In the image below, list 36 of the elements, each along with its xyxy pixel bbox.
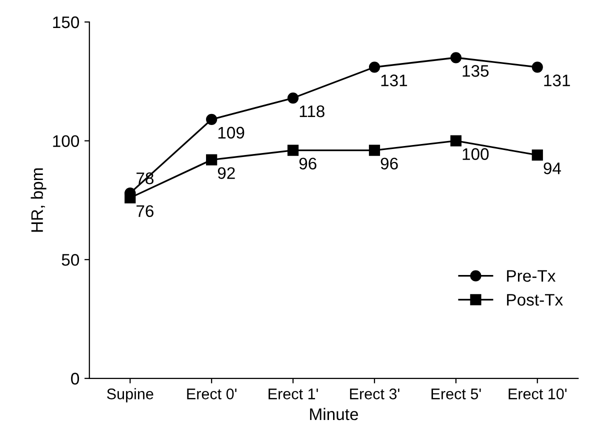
point [532, 62, 543, 73]
point [287, 92, 299, 104]
point [124, 192, 136, 204]
legend-label: Pre-Tx [507, 270, 556, 282]
data-label: 118 [300, 105, 324, 118]
data-label: 96 [380, 158, 398, 170]
point [450, 52, 462, 64]
x-tick-label: Supine [107, 388, 154, 402]
x-axis-title: Minute [310, 408, 358, 420]
data-label: 131 [544, 74, 570, 86]
y-axis-title: HR, bpm [30, 168, 46, 232]
point [450, 135, 462, 146]
data-label: 131 [381, 74, 408, 86]
data-label: 76 [136, 205, 154, 218]
x-tick-label: Erect 0' [187, 388, 236, 400]
x-tick-label: Erect 5' [432, 388, 481, 400]
data-label: 96 [299, 158, 316, 170]
x-tick-label: Erect 10' [508, 388, 567, 400]
point [532, 150, 543, 161]
x-tick-label: Erect 1' [268, 388, 318, 400]
y-tick-label: 0 [71, 372, 80, 385]
point [368, 144, 380, 156]
y-tick-label: 50 [62, 254, 80, 266]
y-tick-label: 150 [53, 16, 80, 28]
legend-label: Post-Tx [507, 294, 563, 306]
point [206, 114, 218, 125]
data-label: 94 [544, 162, 561, 174]
point [206, 154, 218, 166]
data-label: 109 [218, 126, 244, 139]
point [287, 144, 299, 156]
data-label: 135 [462, 65, 489, 77]
x-tick-label: Erect 3' [350, 388, 400, 400]
data-label: 92 [218, 167, 235, 179]
data-label: 100 [462, 148, 489, 160]
point [368, 62, 380, 73]
y-tick-label: 100 [53, 135, 80, 148]
